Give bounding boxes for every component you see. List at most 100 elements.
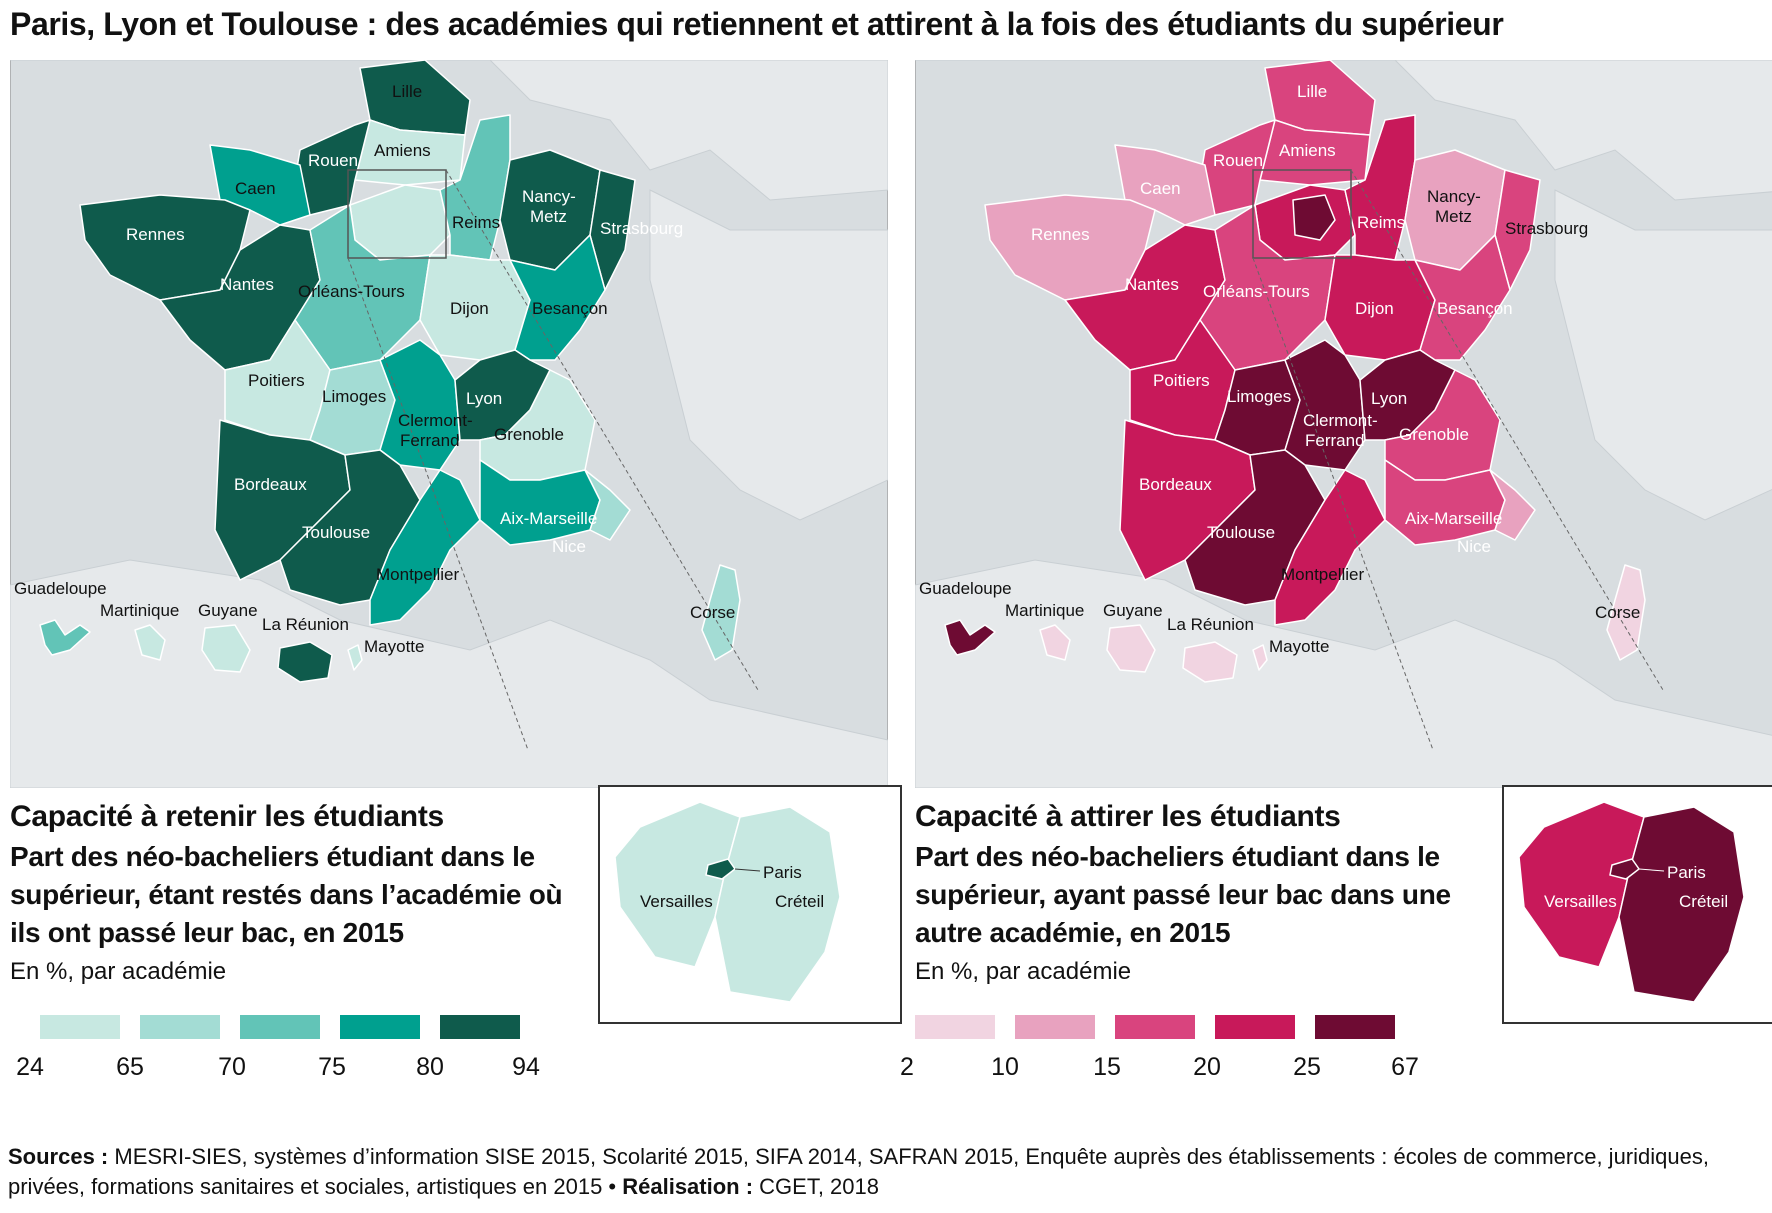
region-mayotte bbox=[347, 644, 363, 671]
label-besancon: Besançon bbox=[1437, 299, 1513, 318]
label-guyane: Guyane bbox=[198, 601, 258, 620]
label-orleans: Orléans-Tours bbox=[298, 282, 405, 301]
region-besancon bbox=[1414, 234, 1511, 361]
zoom-frame bbox=[1252, 169, 1352, 259]
label-dijon: Dijon bbox=[1355, 299, 1394, 318]
label-corse: Corse bbox=[690, 603, 735, 622]
sources-label: Sources : bbox=[8, 1144, 109, 1169]
attraction-map: Lille Amiens Rouen Caen Rennes Nantes Or… bbox=[915, 60, 1772, 788]
region-nice bbox=[1489, 469, 1536, 541]
label-nice: Nice bbox=[552, 537, 586, 556]
legend-swatch-4 bbox=[1215, 1015, 1295, 1039]
label-amiens: Amiens bbox=[1279, 141, 1336, 160]
label-grenoble: Grenoble bbox=[494, 425, 564, 444]
legend-tick-1: 24 bbox=[16, 1053, 44, 1081]
legend-swatch-2 bbox=[140, 1015, 220, 1039]
label-guadeloupe: Guadeloupe bbox=[14, 579, 107, 598]
label-martinique: Martinique bbox=[100, 601, 179, 620]
region-reunion bbox=[277, 641, 333, 683]
label-poitiers: Poitiers bbox=[248, 371, 305, 390]
label-la-reunion: La Réunion bbox=[262, 615, 349, 634]
label-bordeaux: Bordeaux bbox=[234, 475, 307, 494]
legend-swatch-3 bbox=[240, 1015, 320, 1039]
label-mayotte: Mayotte bbox=[364, 637, 424, 656]
region-strasbourg bbox=[1494, 169, 1541, 291]
label-orleans: Orléans-Tours bbox=[1203, 282, 1310, 301]
legend-swatch-5 bbox=[440, 1015, 520, 1039]
label-clermont-2: Ferrand bbox=[1305, 431, 1365, 450]
legend-tick-2: 10 bbox=[991, 1053, 1019, 1081]
inset-label-paris: Paris bbox=[1667, 863, 1706, 882]
label-rouen: Rouen bbox=[1213, 151, 1263, 170]
label-nantes: Nantes bbox=[220, 275, 274, 294]
legend-swatch-4 bbox=[340, 1015, 420, 1039]
region-guadeloupe bbox=[944, 619, 996, 656]
label-nancy-1: Nancy- bbox=[522, 187, 576, 206]
label-besancon: Besançon bbox=[532, 299, 608, 318]
region-besancon bbox=[509, 234, 606, 361]
label-toulouse: Toulouse bbox=[302, 523, 370, 542]
label-strasbourg: Strasbourg bbox=[1505, 219, 1588, 238]
inset-label-versailles: Versailles bbox=[1544, 892, 1617, 911]
legend-tick-6: 94 bbox=[512, 1053, 540, 1081]
left-inset-idf: Paris Versailles Créteil bbox=[598, 785, 902, 1024]
label-aix-marseille: Aix-Marseille bbox=[500, 509, 597, 528]
label-montpellier: Montpellier bbox=[1281, 565, 1364, 584]
left-subtitle: Part des néo-bacheliers étudiant dans le… bbox=[10, 841, 563, 948]
credit-label: Réalisation : bbox=[622, 1174, 754, 1199]
label-strasbourg: Strasbourg bbox=[600, 219, 683, 238]
legend-tick-5: 80 bbox=[416, 1053, 444, 1081]
page-title: Paris, Lyon et Toulouse : des académies … bbox=[10, 6, 1504, 42]
inset-label-paris: Paris bbox=[763, 863, 802, 882]
label-corse: Corse bbox=[1595, 603, 1640, 622]
label-guyane: Guyane bbox=[1103, 601, 1163, 620]
region-toulouse bbox=[1184, 449, 1326, 606]
legend-tick-4: 75 bbox=[318, 1053, 346, 1081]
neighbour-east bbox=[649, 189, 888, 521]
label-rennes: Rennes bbox=[126, 225, 185, 244]
region-guyane bbox=[1106, 624, 1156, 673]
label-reims: Reims bbox=[452, 213, 500, 232]
region-strasbourg bbox=[589, 169, 636, 291]
label-lyon: Lyon bbox=[466, 389, 502, 408]
sources-text: MESRI-SIES, systèmes d’information SISE … bbox=[8, 1144, 1709, 1199]
zoom-frame bbox=[347, 169, 447, 259]
paris-area bbox=[1609, 858, 1641, 880]
region-mayotte bbox=[1252, 644, 1268, 671]
label-martinique: Martinique bbox=[1005, 601, 1084, 620]
label-clermont-1: Clermont- bbox=[398, 411, 473, 430]
creteil-area bbox=[714, 806, 841, 1003]
label-nice: Nice bbox=[1457, 537, 1491, 556]
label-caen: Caen bbox=[1140, 179, 1181, 198]
label-lyon: Lyon bbox=[1371, 389, 1407, 408]
left-unit: En %, par académie bbox=[10, 958, 227, 985]
label-toulouse: Toulouse bbox=[1207, 523, 1275, 542]
legend-swatch-1 bbox=[40, 1015, 120, 1039]
label-clermont-1: Clermont- bbox=[1303, 411, 1378, 430]
label-amiens: Amiens bbox=[374, 141, 431, 160]
label-dijon: Dijon bbox=[450, 299, 489, 318]
label-bordeaux: Bordeaux bbox=[1139, 475, 1212, 494]
region-clermont bbox=[379, 339, 461, 471]
region-corse bbox=[701, 564, 741, 661]
region-clermont bbox=[1284, 339, 1366, 471]
paris-area bbox=[705, 858, 737, 880]
right-heading: Capacité à attirer les étudiants bbox=[915, 800, 1341, 833]
label-guadeloupe: Guadeloupe bbox=[919, 579, 1012, 598]
label-poitiers: Poitiers bbox=[1153, 371, 1210, 390]
right-legend: 2 10 15 20 25 67 bbox=[900, 1015, 1475, 1095]
label-montpellier: Montpellier bbox=[376, 565, 459, 584]
region-corse bbox=[1606, 564, 1646, 661]
label-nancy-2: Metz bbox=[1435, 207, 1472, 226]
region-toulouse bbox=[279, 449, 421, 606]
region-martinique bbox=[134, 624, 166, 661]
inset-label-creteil: Créteil bbox=[1679, 892, 1728, 911]
label-clermont-2: Ferrand bbox=[400, 431, 460, 450]
left-heading: Capacité à retenir les étudiants bbox=[10, 800, 444, 833]
label-rouen: Rouen bbox=[308, 151, 358, 170]
label-nancy-1: Nancy- bbox=[1427, 187, 1481, 206]
versailles-area bbox=[614, 801, 741, 968]
region-paris-core bbox=[1292, 194, 1336, 241]
region-nice bbox=[584, 469, 631, 541]
label-limoges: Limoges bbox=[1227, 387, 1291, 406]
